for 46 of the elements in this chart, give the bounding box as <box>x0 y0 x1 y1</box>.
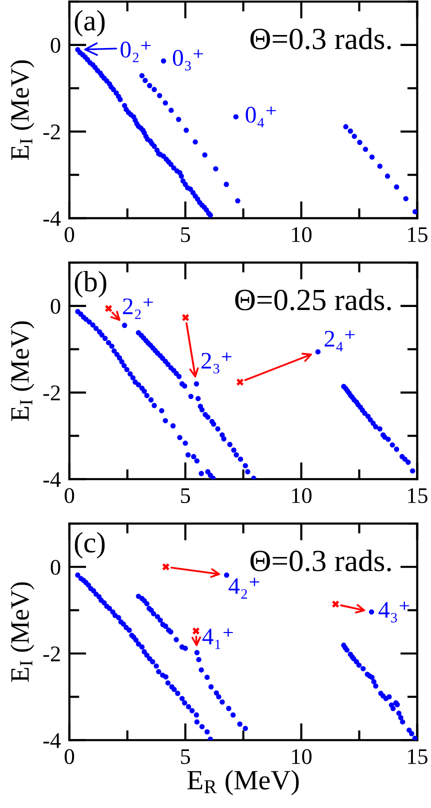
x-tick-label: 10 <box>292 749 312 764</box>
x-tick-label: 0 <box>64 488 74 504</box>
annotation: 4₃⁺ <box>378 602 410 622</box>
annotation: 2₃⁺ <box>201 352 232 374</box>
y-axis-title: E$_{I}$ (MeV) <box>10 321 34 421</box>
annotation: 2₂⁺ <box>123 298 153 319</box>
y-tick-label: 0 <box>50 38 60 53</box>
y-axis-title: E$_{I}$ (MeV) <box>10 582 34 682</box>
point <box>105 304 112 312</box>
x-tick-label: 15 <box>408 749 428 764</box>
annotation: Θ=0.3 rads. <box>250 28 391 50</box>
x-tick-label: 10 <box>292 488 312 504</box>
y-tick-label: 0 <box>50 560 60 575</box>
annotation: (c) <box>74 532 105 558</box>
x-tick-label: 0 <box>64 749 74 764</box>
y-tick-label: -4 <box>43 211 61 226</box>
x-tick-label: 10 <box>292 227 312 242</box>
y-axis-title: E$_{I}$ (MeV) <box>10 60 34 160</box>
x-tick-label: 15 <box>408 227 428 242</box>
point <box>162 563 170 570</box>
y-tick-label: -4 <box>43 733 61 748</box>
annotation: (a) <box>74 10 105 36</box>
x-tick-label: 5 <box>181 488 190 504</box>
annotation: Θ=0.3 rads. <box>250 550 391 572</box>
annotation: 4₁⁺ <box>202 628 233 650</box>
y-tick-label: -4 <box>43 472 61 487</box>
annotation: 0₃⁺ <box>172 50 203 71</box>
y-tick-label: 0 <box>50 298 60 314</box>
y-tick-label: -2 <box>43 386 60 400</box>
x-axis-title: E$_{R}$ (MeV) <box>187 770 299 796</box>
x-tick-label: 5 <box>181 227 190 242</box>
annotation: 0₄⁺ <box>246 106 276 128</box>
annotation: 4₂⁺ <box>228 578 260 599</box>
point <box>332 600 340 608</box>
annotation: 0₂⁺ <box>120 41 151 62</box>
point <box>236 378 244 386</box>
x-tick-label: 0 <box>64 227 74 242</box>
y-tick-label: -2 <box>43 124 60 140</box>
annotation: Θ=0.25 rads. <box>235 288 391 310</box>
x-tick-label: 5 <box>181 749 190 764</box>
annotation: (b) <box>74 271 106 298</box>
point <box>182 314 190 322</box>
annotation: 2₄⁺ <box>324 330 355 352</box>
point <box>192 627 200 635</box>
x-tick-label: 15 <box>408 488 428 504</box>
y-tick-label: -2 <box>43 646 60 662</box>
